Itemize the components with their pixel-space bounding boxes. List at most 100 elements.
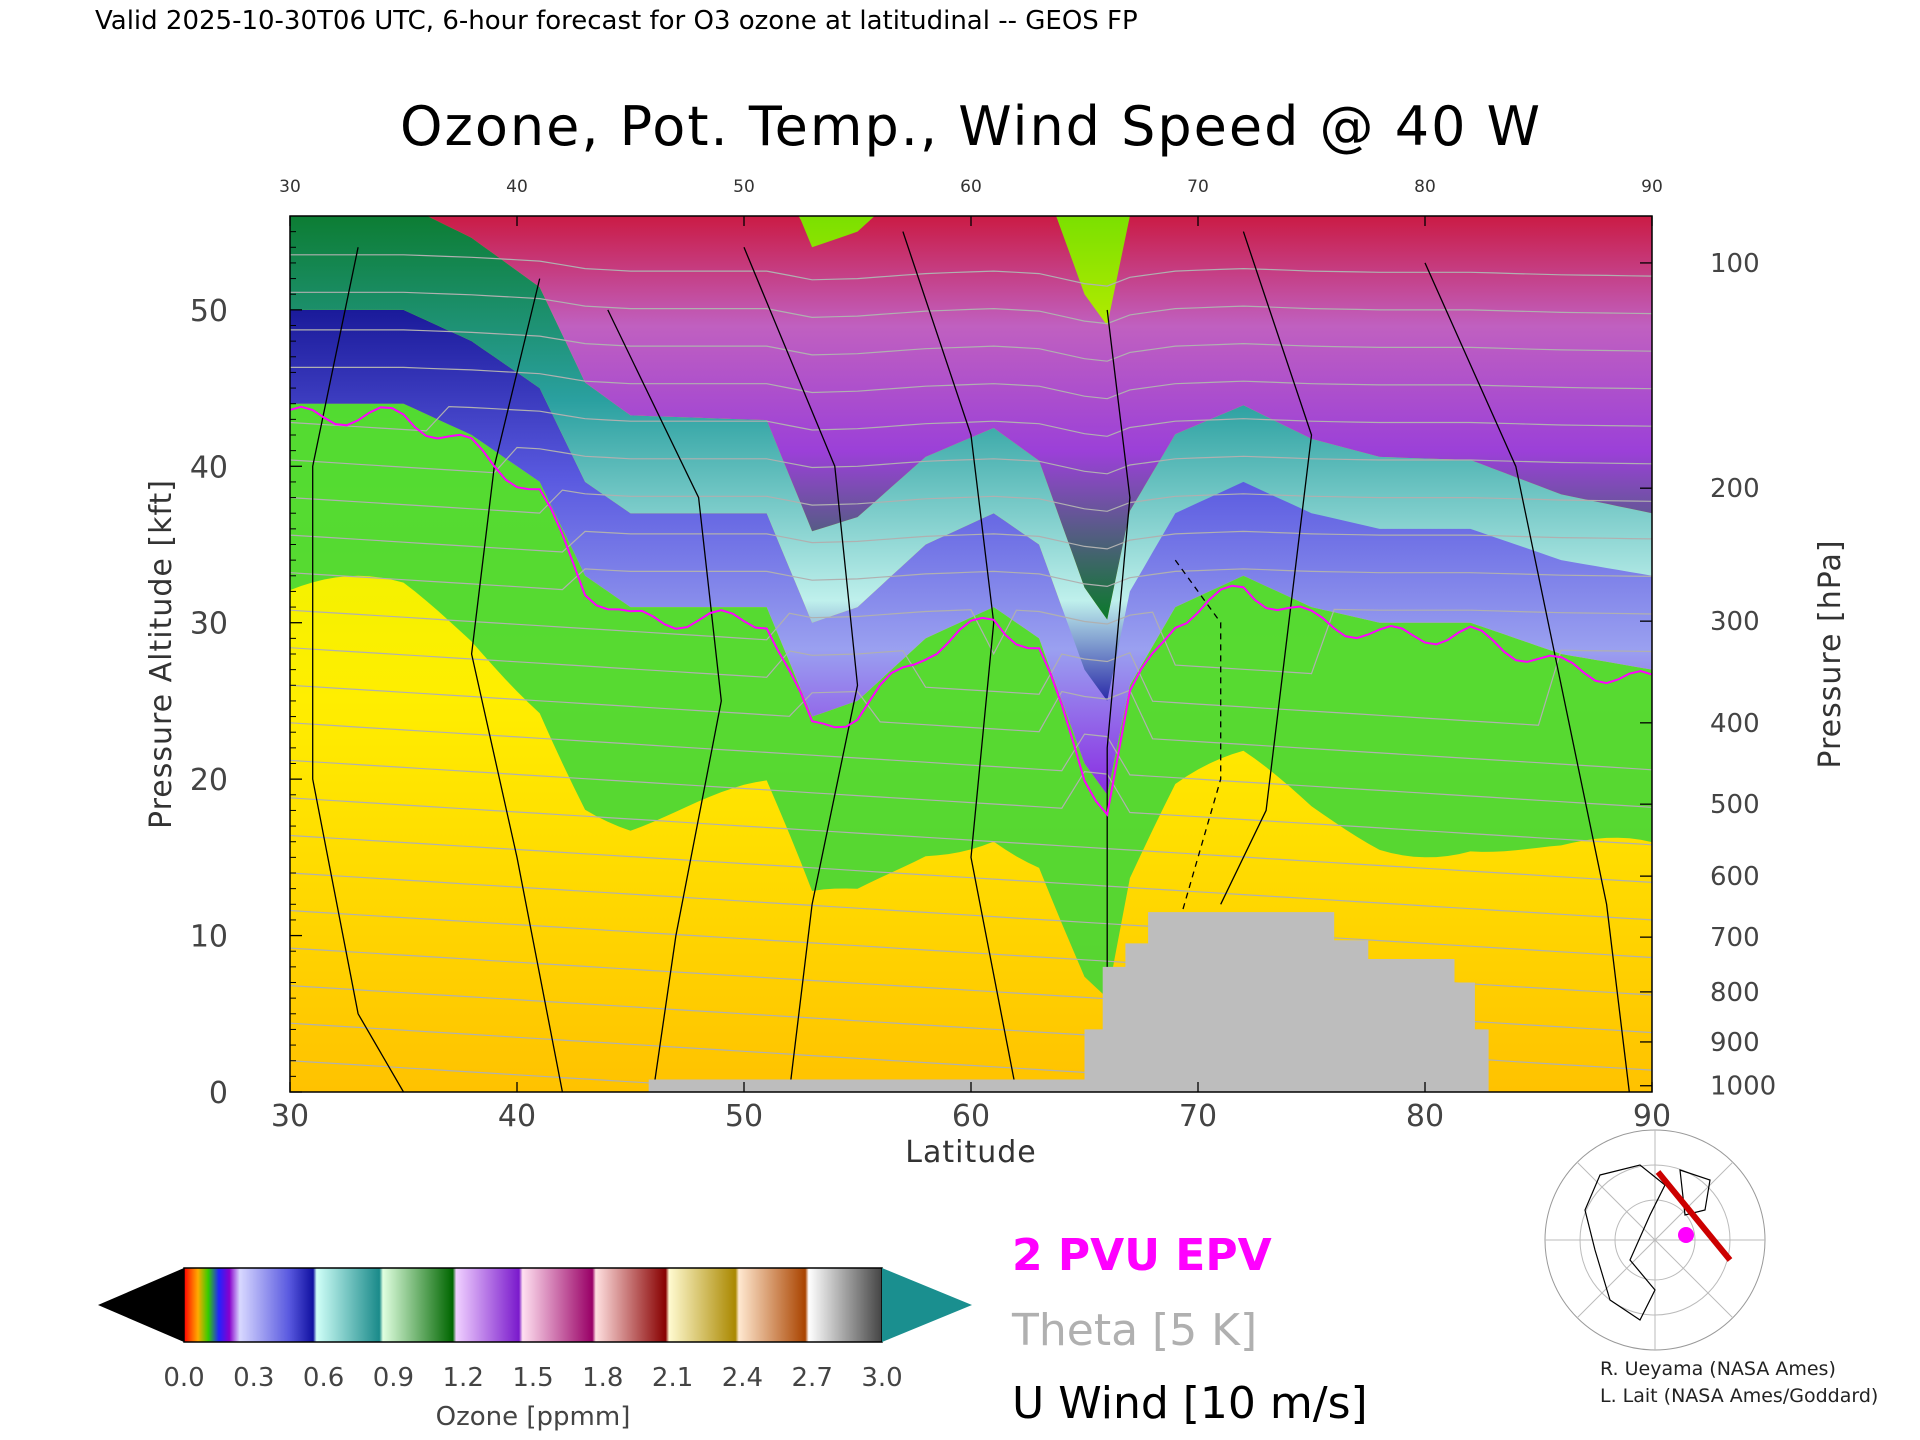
theta-contour — [290, 797, 1652, 883]
plot-area — [290, 216, 1652, 1092]
x-tick-top-label: 50 — [733, 177, 755, 197]
pressure-tick-label: 300 — [1710, 607, 1760, 637]
pressure-tick-label: 100 — [1710, 249, 1760, 279]
wind-contour-negative — [1174, 559, 1222, 936]
theta-contour — [290, 329, 1652, 362]
colorbar-low-arrow — [98, 1268, 184, 1342]
theta-contour — [290, 1022, 1409, 1092]
theta-contour — [290, 684, 1652, 771]
wind-contour — [902, 231, 1018, 1092]
theta-contour — [290, 834, 1652, 921]
x-tick-label: 90 — [1633, 1099, 1671, 1134]
theta-contour — [290, 291, 1652, 325]
theta-contour — [290, 489, 1652, 514]
chart-title: Ozone, Pot. Temp., Wind Speed @ 40 W — [400, 95, 1542, 158]
x-tick-top-label: 70 — [1187, 177, 1209, 197]
pressure-tick-label: 800 — [1710, 978, 1760, 1008]
colorbar-tick-label: 2.1 — [652, 1363, 693, 1393]
wind-contour — [1424, 262, 1630, 1092]
y-tick-label: 40 — [190, 450, 228, 485]
theta-contour — [290, 1060, 805, 1092]
colorbar-tick-label: 2.4 — [722, 1363, 763, 1393]
colorbar-tick-label: 2.7 — [792, 1363, 833, 1393]
theta-contour — [290, 608, 1652, 675]
tropopause-band — [290, 309, 1652, 795]
x-tick-label: 40 — [498, 1099, 536, 1134]
theta-contour — [290, 722, 1652, 808]
wind-contours — [312, 231, 1630, 1092]
y-axis-right-label: Pressure [hPa] — [1813, 539, 1848, 768]
map-graticule — [1545, 1130, 1765, 1350]
wind-contour — [312, 247, 405, 1092]
y-tick-label: 10 — [190, 920, 228, 955]
colorbar-gradient — [183, 1267, 883, 1343]
colorbar-tick-label: 1.5 — [512, 1363, 553, 1393]
colorbar-tick-label: 0.6 — [303, 1363, 344, 1393]
x-axis-top: 30 40 50 60 70 80 90 — [279, 177, 1663, 226]
colorbar-tick-label: 0.0 — [163, 1363, 204, 1393]
wind-contour — [470, 278, 564, 1092]
colorbar-tick-label: 3.0 — [861, 1363, 902, 1393]
y-tick-label: 0 — [209, 1076, 228, 1111]
locator-map — [1544, 1129, 1766, 1351]
x-axis-label: Latitude — [905, 1135, 1036, 1170]
map-coastline — [1584, 1164, 1666, 1321]
theta-contour — [290, 254, 1652, 287]
y-axis-right: 100 200 300 400 500 600 700 800 900 1000 — [1640, 249, 1776, 1102]
colorbar-high-arrow — [882, 1268, 972, 1342]
pressure-tick-label: 200 — [1710, 474, 1760, 504]
x-tick-label: 70 — [1179, 1099, 1217, 1134]
x-tick-top-label: 80 — [1414, 177, 1436, 197]
legend-wind: U Wind [10 m/s] — [1012, 1378, 1368, 1429]
y-tick-label: 20 — [190, 763, 228, 798]
map-cross-section-track — [1655, 1170, 1733, 1262]
terrain-mask — [648, 912, 1489, 1092]
colorbar-label: Ozone [ppmm] — [436, 1402, 631, 1432]
theta-contours — [290, 254, 1652, 1092]
y-tick-label: 50 — [190, 294, 228, 329]
theta-contour — [290, 647, 1652, 726]
x-tick-label: 50 — [725, 1099, 763, 1134]
pressure-tick-label: 500 — [1710, 790, 1760, 820]
colorbar-tick-label: 0.3 — [233, 1363, 274, 1393]
top-line: Valid 2025-10-30T06 UTC, 6-hour forecast… — [95, 6, 1138, 36]
x-tick-top-label: 40 — [506, 177, 528, 197]
colorbar-tick-label: 1.8 — [582, 1363, 623, 1393]
map-location-marker — [1678, 1227, 1694, 1243]
pressure-tick-label: 900 — [1710, 1028, 1760, 1058]
stratosphere-band — [290, 216, 1652, 701]
credit-line-2: L. Lait (NASA Ames/Goddard) — [1600, 1385, 1878, 1407]
credit-line-1: R. Ueyama (NASA Ames) — [1600, 1358, 1836, 1380]
x-tick-label: 30 — [271, 1099, 309, 1134]
colorbar-tick-label: 1.2 — [443, 1363, 484, 1393]
legend-epv: 2 PVU EPV — [1012, 1230, 1272, 1281]
y-tick-label: 30 — [190, 607, 228, 642]
colorbar: 0.0 0.3 0.6 0.9 1.2 1.5 1.8 2.1 2.4 2.7 3.0 Ozone … — [98, 1267, 972, 1432]
wind-contour — [743, 247, 859, 1092]
midlevel-ozone-band — [290, 403, 1652, 998]
theta-contour — [290, 872, 1652, 959]
x-axis-bottom: 30 40 50 60 70 80 90 — [271, 1082, 1671, 1134]
theta-contour — [290, 568, 1652, 591]
theta-contour — [290, 405, 1652, 437]
y-axis-left: 0 10 20 30 40 50 — [190, 231, 302, 1111]
theta-contour — [290, 759, 1652, 846]
x-tick-top-label: 90 — [1641, 177, 1663, 197]
x-tick-label: 80 — [1406, 1099, 1444, 1134]
pressure-tick-label: 700 — [1710, 923, 1760, 953]
wind-contour — [1106, 309, 1131, 1030]
x-tick-label: 60 — [952, 1099, 990, 1134]
pressure-tick-label: 400 — [1710, 709, 1760, 739]
wind-contour — [1220, 231, 1313, 905]
upper-stratosphere-band — [427, 216, 1652, 620]
x-tick-top-label: 60 — [960, 177, 982, 197]
epv-2pvu-line — [290, 405, 1652, 817]
legend-theta: Theta [5 K] — [1011, 1305, 1257, 1356]
x-tick-top-label: 30 — [279, 177, 301, 197]
theta-contour — [290, 446, 1652, 475]
wind-contour — [607, 309, 722, 1092]
colorbar-tick-label: 0.9 — [373, 1363, 414, 1393]
pressure-tick-label: 1000 — [1710, 1072, 1776, 1102]
theta-contour — [290, 530, 1652, 553]
